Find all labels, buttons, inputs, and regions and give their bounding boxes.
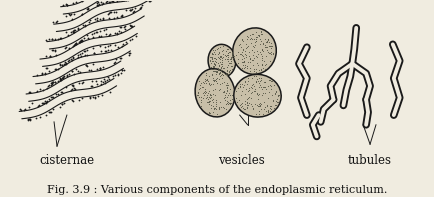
Ellipse shape [195, 69, 235, 117]
Ellipse shape [233, 28, 276, 74]
Text: vesicles: vesicles [218, 154, 265, 167]
Text: Fig. 3.9 : Various components of the endoplasmic reticulum.: Fig. 3.9 : Various components of the end… [47, 185, 387, 195]
Ellipse shape [234, 74, 281, 117]
Text: cisternae: cisternae [39, 154, 95, 167]
Ellipse shape [208, 44, 236, 77]
Text: tubules: tubules [348, 154, 392, 167]
